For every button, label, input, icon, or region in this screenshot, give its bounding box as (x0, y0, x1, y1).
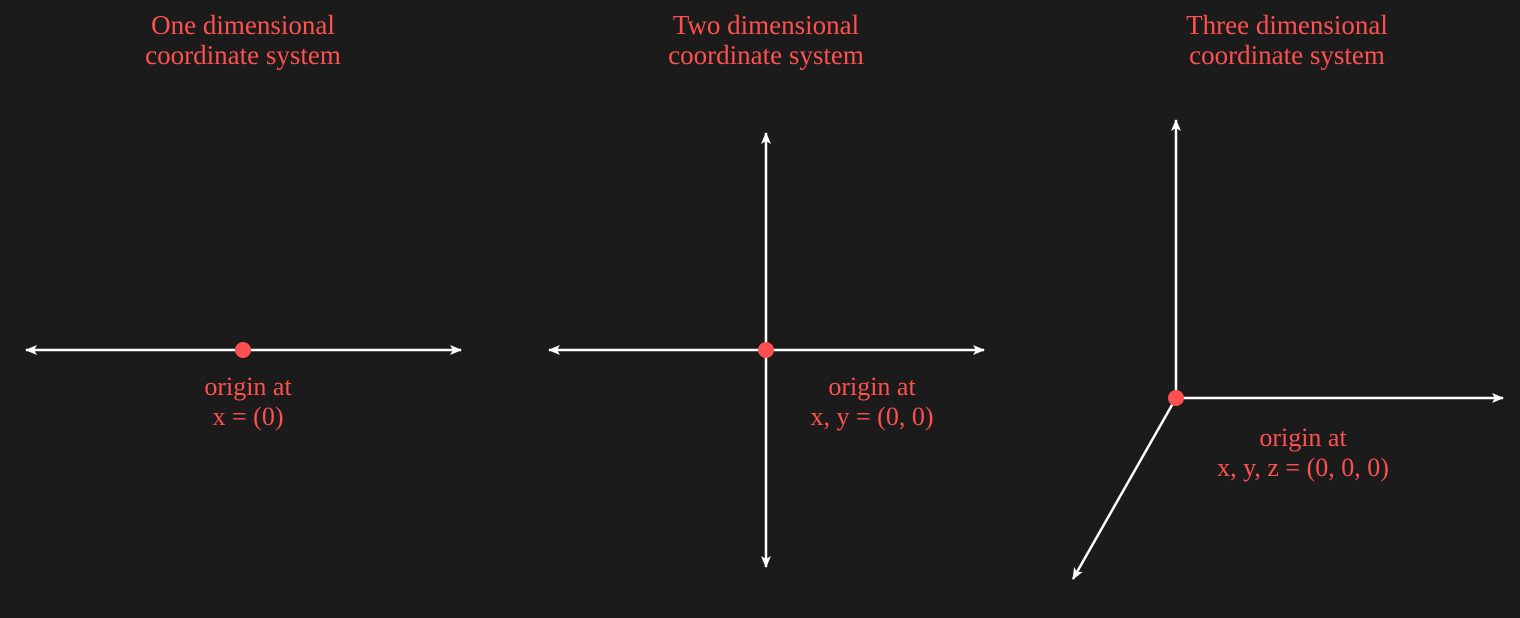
origin-point-2d (758, 342, 774, 358)
title-line-2: coordinate system (1189, 40, 1385, 70)
two-dimensional-diagram (548, 132, 985, 568)
caption-line-2: x, y, z = (0, 0, 0) (1217, 453, 1389, 482)
origin-point-1d (235, 342, 251, 358)
caption-line-1: origin at (204, 372, 292, 401)
title-line-1: One dimensional (151, 10, 335, 40)
title-line-1: Three dimensional (1186, 10, 1388, 40)
caption-line-1: origin at (828, 372, 916, 401)
title-three-dimensional: Three dimensional coordinate system (1137, 10, 1437, 70)
title-one-dimensional: One dimensional coordinate system (93, 10, 393, 70)
origin-point-3d (1168, 390, 1184, 406)
caption-one-dimensional: origin at x = (0) (118, 372, 378, 432)
one-dimensional-diagram (25, 342, 462, 358)
caption-three-dimensional: origin at x, y, z = (0, 0, 0) (1173, 423, 1433, 483)
title-line-2: coordinate system (145, 40, 341, 70)
caption-line-2: x, y = (0, 0) (810, 402, 934, 431)
y-axis-3d (1071, 397, 1178, 580)
title-line-1: Two dimensional (672, 10, 860, 40)
caption-line-1: origin at (1259, 423, 1347, 452)
caption-two-dimensional: origin at x, y = (0, 0) (742, 372, 1002, 432)
caption-line-2: x = (0) (212, 402, 284, 431)
title-two-dimensional: Two dimensional coordinate system (616, 10, 916, 70)
three-dimensional-diagram (1071, 119, 1504, 580)
title-line-2: coordinate system (668, 40, 864, 70)
